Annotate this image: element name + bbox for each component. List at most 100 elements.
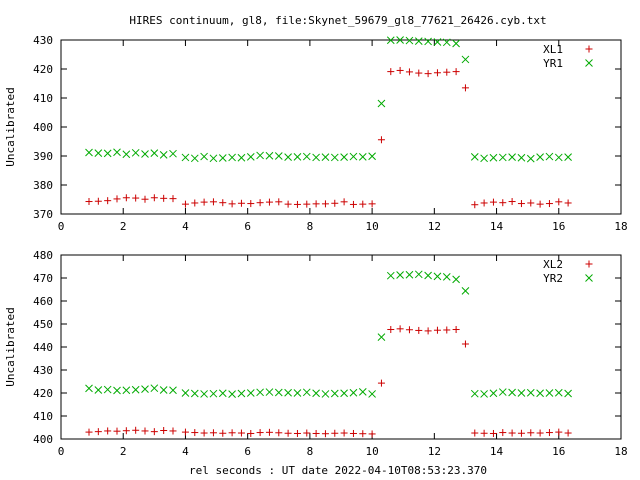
data-point <box>470 153 479 161</box>
data-point <box>442 272 451 281</box>
data-point <box>527 429 535 437</box>
x-tick-label: 0 <box>58 220 65 233</box>
data-point <box>415 326 423 334</box>
data-point <box>349 200 357 208</box>
data-point <box>200 152 208 161</box>
data-point <box>141 385 149 393</box>
data-point <box>526 154 535 163</box>
data-point <box>461 340 469 348</box>
data-point <box>293 153 302 161</box>
data-point <box>191 429 199 437</box>
data-point <box>237 429 245 437</box>
data-point <box>274 388 283 397</box>
legend-marker <box>585 274 593 282</box>
data-point <box>433 272 442 281</box>
data-point <box>349 429 357 437</box>
data-point <box>209 429 217 437</box>
data-point <box>275 198 283 206</box>
data-point <box>555 428 563 436</box>
data-point <box>377 333 386 341</box>
data-point <box>564 199 572 207</box>
data-point <box>85 198 93 206</box>
x-tick-label: 2 <box>120 445 127 458</box>
data-point <box>209 198 217 206</box>
data-point <box>517 429 525 437</box>
data-point <box>545 152 554 161</box>
data-point <box>122 194 130 202</box>
data-point <box>471 201 479 209</box>
data-point <box>219 429 227 437</box>
data-point <box>293 429 301 437</box>
data-point <box>396 66 404 74</box>
data-point <box>498 388 507 396</box>
data-point <box>237 153 246 162</box>
data-point <box>190 389 199 398</box>
x-tick-label: 16 <box>552 445 565 458</box>
data-point <box>150 194 158 202</box>
data-point <box>131 148 140 157</box>
data-point <box>415 69 423 77</box>
data-point <box>340 198 348 206</box>
data-point <box>386 271 395 280</box>
plot-frame <box>60 39 622 215</box>
data-point <box>85 428 93 436</box>
data-point <box>564 153 572 162</box>
data-point <box>442 38 451 47</box>
top-panel: 370 380 390 400 410 420 430 0 2 4 6 8 10 12 14 16 18 Unca… <box>4 34 628 233</box>
y-tick-label: 370 <box>33 208 53 221</box>
y-tick-label: 430 <box>33 364 53 377</box>
x-axis-label: rel seconds : UT date 2022-04-10T08:53:2… <box>189 464 487 477</box>
data-point <box>489 429 497 437</box>
data-point <box>247 200 255 208</box>
data-point <box>424 271 432 280</box>
data-point <box>275 429 283 437</box>
data-point <box>443 326 451 334</box>
data-point <box>489 389 498 398</box>
data-point <box>452 68 460 76</box>
data-point <box>181 389 190 397</box>
data-point <box>94 197 102 205</box>
data-point <box>424 327 432 335</box>
y-tick-label: 390 <box>33 150 53 163</box>
x-tick-label: 8 <box>307 220 314 233</box>
data-point <box>303 429 311 437</box>
data-point <box>452 326 460 334</box>
data-point <box>312 153 320 162</box>
data-point <box>181 153 190 162</box>
y-tick-label: 410 <box>33 410 53 423</box>
data-point <box>489 153 498 162</box>
data-point <box>368 200 376 208</box>
x-tick-label: 0 <box>58 445 65 458</box>
data-point <box>555 198 563 206</box>
data-point <box>433 326 441 334</box>
legend-label: XL1 <box>543 43 563 56</box>
data-point <box>312 389 320 398</box>
data-point <box>85 384 93 393</box>
data-point <box>461 84 469 92</box>
data-point <box>200 198 208 206</box>
data-point <box>545 389 554 397</box>
data-point <box>103 385 112 394</box>
data-point <box>498 153 507 162</box>
data-point <box>461 55 470 64</box>
data-point <box>293 389 302 397</box>
data-point <box>284 153 292 162</box>
data-point <box>368 152 376 161</box>
data-point <box>265 151 274 160</box>
data-point <box>159 150 168 159</box>
data-point <box>414 270 423 279</box>
data-point <box>405 68 413 76</box>
x-tick-label: 14 <box>490 220 504 233</box>
data-point <box>358 387 367 396</box>
chart-title: HIRES continuum, gl8, file:Skynet_59679_… <box>129 14 546 27</box>
data-point <box>94 428 102 436</box>
bottom-panel: 400 410 420 430 440 450 460 470 480 0 2 4 6 8 10 12 14 16… <box>4 249 628 458</box>
data-point <box>312 200 320 208</box>
data-point <box>228 429 236 437</box>
data-point <box>414 37 423 46</box>
data-point <box>527 199 535 207</box>
data-point <box>113 148 121 157</box>
data-point <box>377 379 385 387</box>
y-tick-label: 420 <box>33 63 53 76</box>
